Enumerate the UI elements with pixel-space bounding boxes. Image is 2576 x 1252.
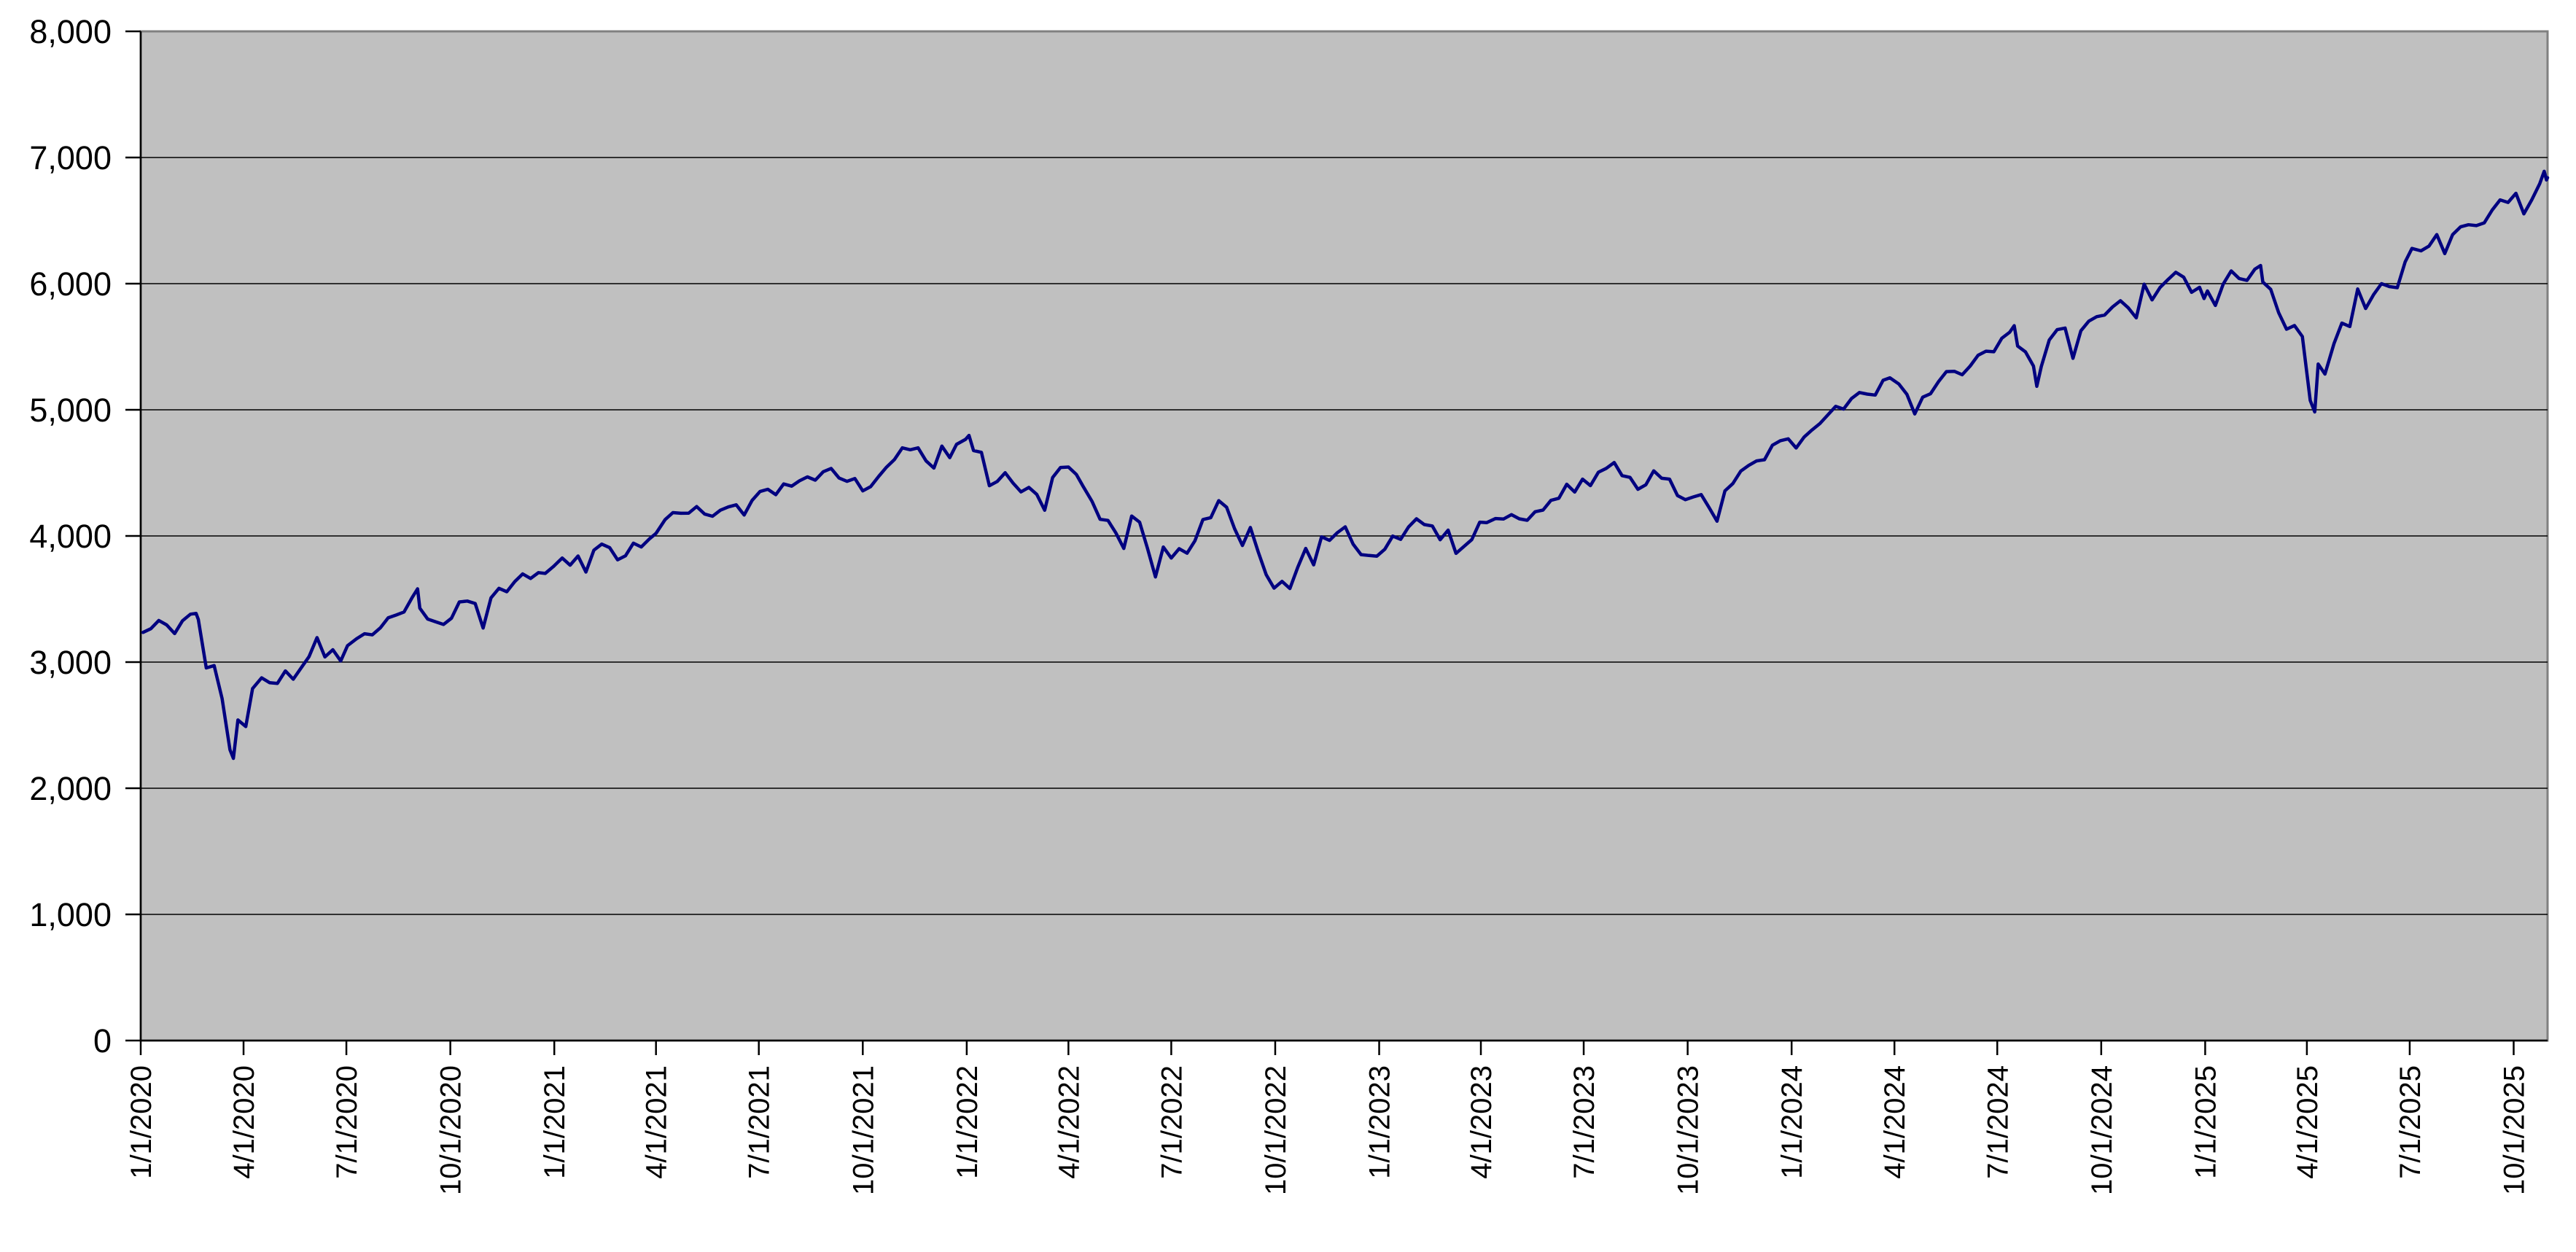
x-axis-label: 7/1/2022 xyxy=(1156,1065,1188,1179)
x-axis-label: 4/1/2023 xyxy=(1466,1065,1498,1179)
y-axis-label: 3,000 xyxy=(29,644,112,681)
y-axis-label: 4,000 xyxy=(29,518,112,555)
x-axis-label: 10/1/2021 xyxy=(847,1065,879,1195)
x-axis-label: 4/1/2022 xyxy=(1053,1065,1085,1179)
y-axis-label: 5,000 xyxy=(29,392,112,429)
x-axis-label: 1/1/2024 xyxy=(1776,1065,1808,1179)
y-axis-label: 1,000 xyxy=(29,896,112,933)
x-axis-label: 10/1/2024 xyxy=(2086,1065,2118,1195)
x-axis-label: 4/1/2020 xyxy=(228,1065,260,1179)
y-axis-label: 2,000 xyxy=(29,770,112,807)
x-axis-label: 7/1/2025 xyxy=(2394,1065,2427,1179)
x-axis-label: 1/1/2020 xyxy=(125,1065,157,1179)
x-axis-label: 7/1/2021 xyxy=(744,1065,776,1179)
y-axis-label: 0 xyxy=(93,1022,112,1059)
y-axis-label: 8,000 xyxy=(29,13,112,50)
x-axis-label: 4/1/2021 xyxy=(641,1065,673,1179)
x-axis-label: 10/1/2022 xyxy=(1260,1065,1292,1195)
x-axis-label: 7/1/2023 xyxy=(1568,1065,1600,1179)
x-axis-label: 1/1/2022 xyxy=(952,1065,984,1179)
x-axis-label: 4/1/2024 xyxy=(1879,1065,1911,1179)
x-axis-label: 1/1/2025 xyxy=(2190,1065,2222,1179)
x-axis-label: 1/1/2023 xyxy=(1364,1065,1396,1179)
y-axis-label: 7,000 xyxy=(29,139,112,176)
x-axis-label: 7/1/2024 xyxy=(1982,1065,2014,1179)
price-line xyxy=(141,169,2550,761)
x-axis-label: 4/1/2025 xyxy=(2292,1065,2324,1179)
x-axis-label: 10/1/2025 xyxy=(2499,1065,2531,1195)
x-axis-label: 7/1/2020 xyxy=(331,1065,363,1179)
y-axis-label: 6,000 xyxy=(29,265,112,303)
x-axis-label: 10/1/2020 xyxy=(435,1065,467,1195)
x-axis-label: 10/1/2023 xyxy=(1673,1065,1705,1195)
x-axis-label: 1/1/2021 xyxy=(539,1065,571,1179)
